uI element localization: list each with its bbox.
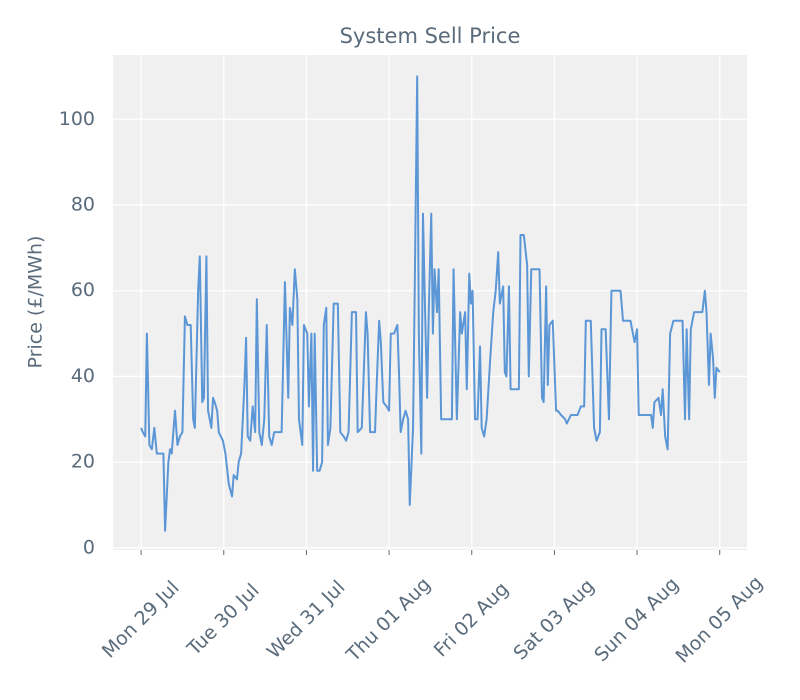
y-tick-label: 40: [71, 365, 95, 387]
y-axis-label: Price (£/MWh): [25, 236, 47, 369]
y-tick-label: 80: [71, 194, 95, 216]
x-tick-label: Thu 01 Aug: [342, 573, 435, 666]
y-tick-label: 100: [59, 108, 95, 130]
x-tick-label: Tue 30 Jul: [183, 579, 264, 660]
price-line: [140, 75, 721, 532]
x-tick-label: Fri 02 Aug: [430, 578, 513, 661]
chart-title: System Sell Price: [340, 24, 521, 48]
x-tick-label: Sun 04 Aug: [590, 573, 683, 666]
y-tick-label: 60: [71, 279, 95, 301]
y-tick-label: 20: [71, 451, 95, 473]
x-tick-label: Mon 05 Aug: [671, 572, 767, 668]
x-tick-label: Sat 03 Aug: [509, 575, 598, 664]
x-tick-label: Wed 31 Jul: [263, 576, 350, 663]
x-tick-label: Mon 29 Jul: [98, 577, 184, 663]
y-tick-label: 0: [83, 536, 95, 558]
